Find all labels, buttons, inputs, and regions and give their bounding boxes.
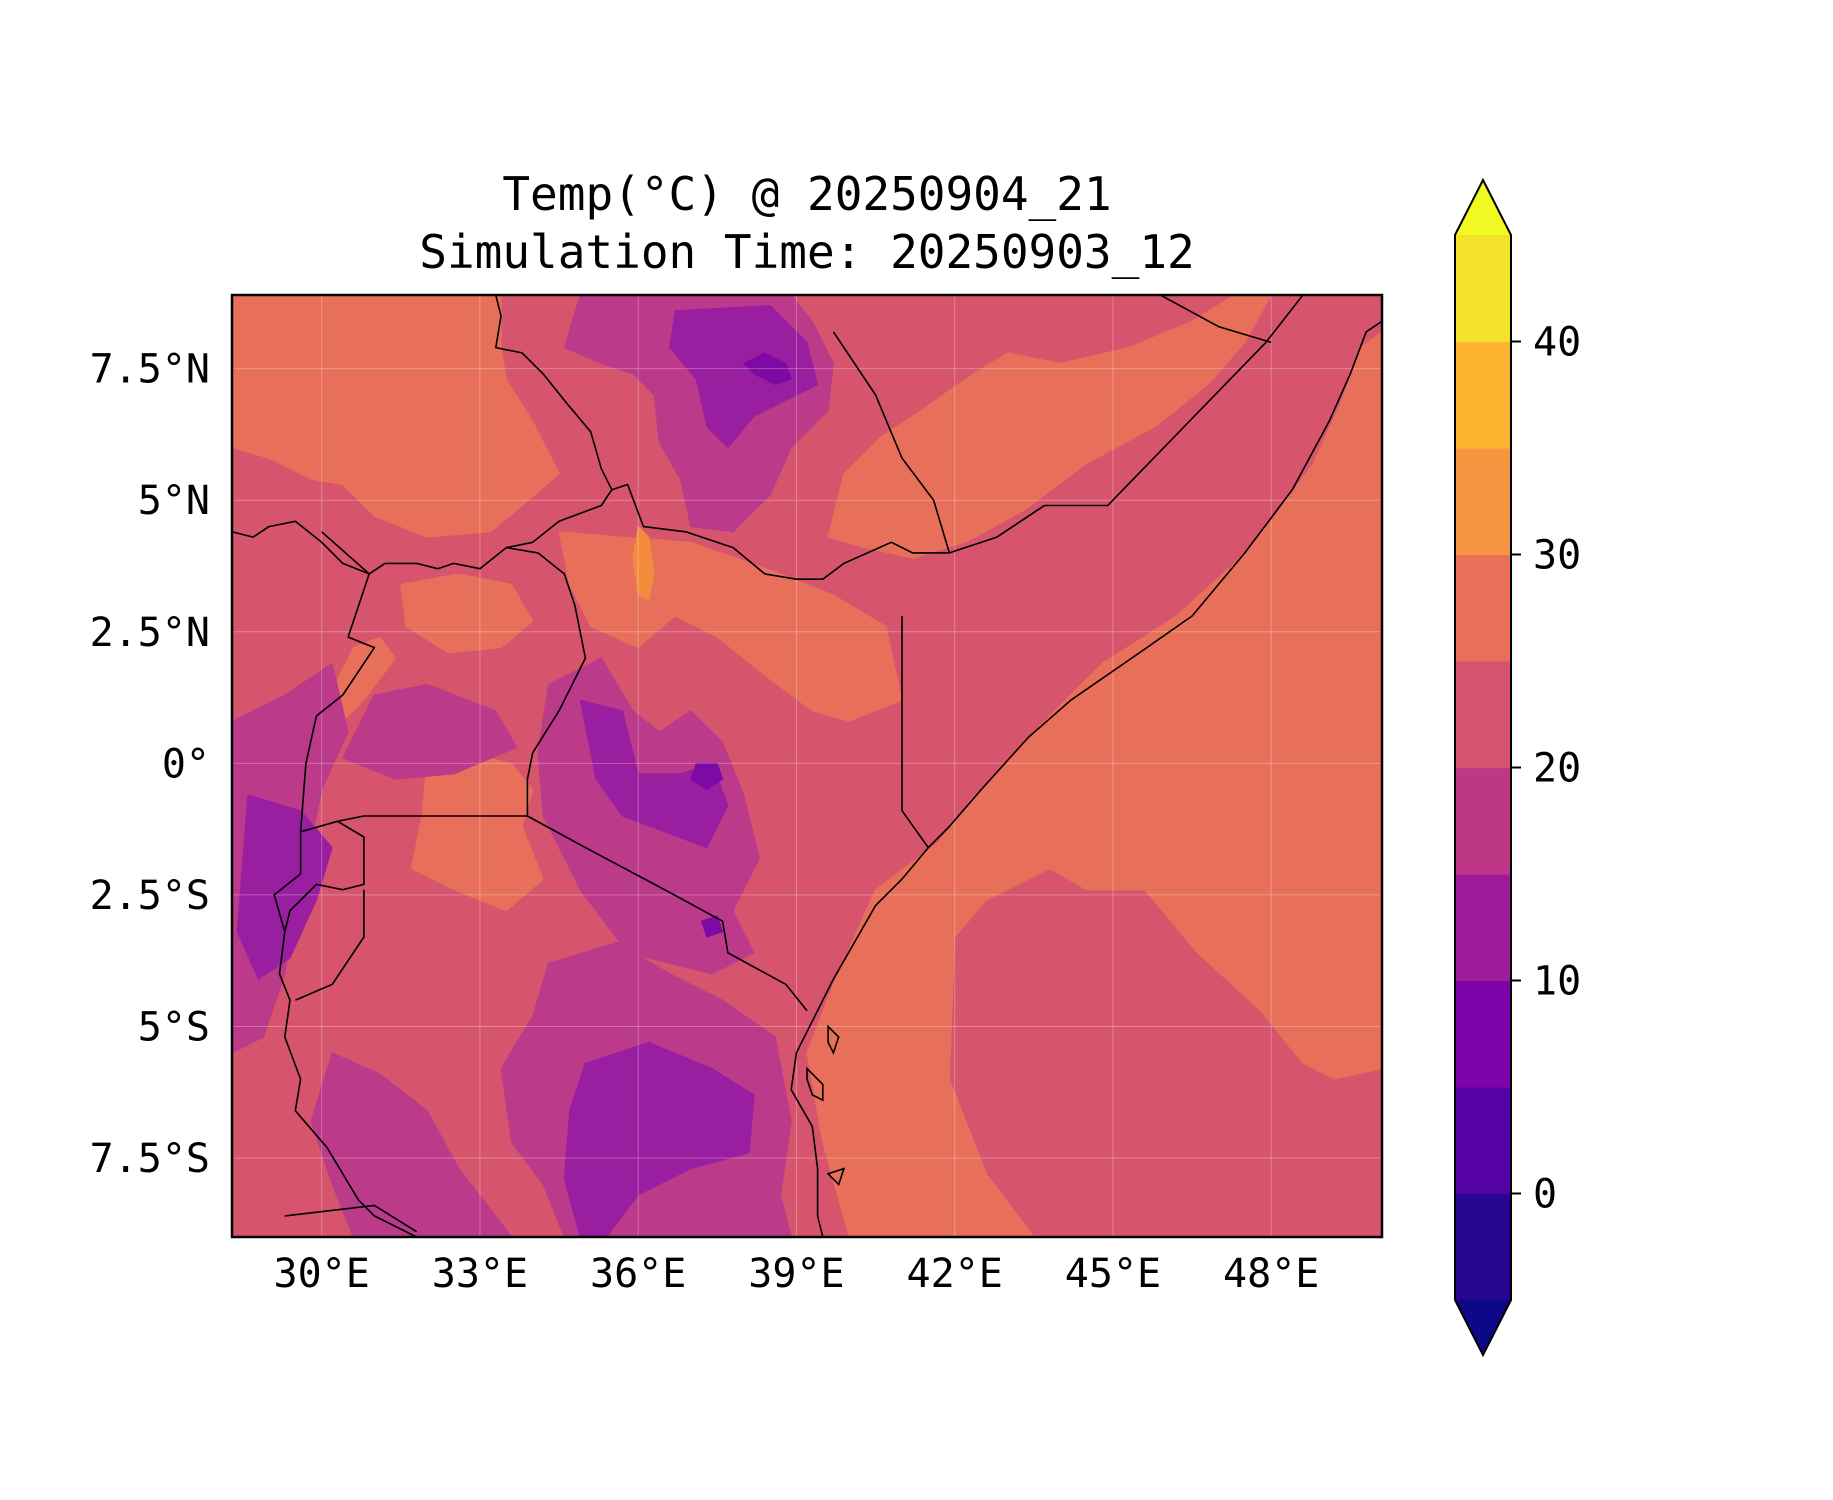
warm-uganda-north bbox=[400, 573, 534, 654]
lat-tick-label: 0° bbox=[162, 741, 210, 787]
colorbar-band bbox=[1455, 661, 1511, 769]
colorbar-tick-label: 30 bbox=[1533, 533, 1581, 579]
cold-mount-kenya bbox=[690, 762, 724, 791]
lon-tick-label: 45°E bbox=[1065, 1251, 1161, 1297]
cold-ethiopian-peak bbox=[743, 352, 792, 385]
lat-tick-label: 5°N bbox=[138, 478, 210, 524]
lon-tick-label: 30°E bbox=[274, 1251, 370, 1297]
colorbar-band bbox=[1455, 1193, 1511, 1301]
warm-ocean-region bbox=[806, 331, 1382, 1237]
country-boundary bbox=[294, 889, 365, 1001]
colorbar-extend-max bbox=[1455, 180, 1511, 235]
colorbar-band bbox=[1455, 554, 1511, 662]
map-area bbox=[232, 295, 1382, 1237]
colorbar-band bbox=[1455, 874, 1511, 982]
colorbar-band bbox=[1455, 235, 1511, 343]
map-frame bbox=[230, 293, 1384, 1239]
colorbar-tick-label: 40 bbox=[1533, 320, 1581, 366]
island-outline bbox=[827, 1024, 840, 1055]
lat-tick-label: 7.5°N bbox=[90, 347, 210, 393]
colorbar-extend-min bbox=[1455, 1300, 1511, 1355]
cool-uganda-west bbox=[342, 683, 518, 780]
country-boundary bbox=[927, 320, 1382, 849]
lon-tick-label: 42°E bbox=[907, 1251, 1003, 1297]
hot-turkana-patch bbox=[632, 526, 655, 601]
colorbar-band bbox=[1455, 767, 1511, 875]
lat-tick-label: 5°S bbox=[138, 1004, 210, 1050]
colorbar-outline bbox=[1454, 177, 1512, 1358]
country-boundary bbox=[284, 820, 365, 932]
warm-east-plateau bbox=[827, 295, 1272, 559]
lon-tick-label: 48°E bbox=[1223, 1251, 1319, 1297]
colorbar-tick-label: 10 bbox=[1533, 959, 1581, 1005]
coldest-kenya-core bbox=[579, 699, 729, 849]
lat-tick-label: 2.5°N bbox=[90, 610, 210, 656]
country-boundary bbox=[790, 847, 929, 1237]
chart-title-line1: Temp(°C) @ 20250904_21 bbox=[502, 167, 1111, 221]
country-boundary bbox=[300, 295, 613, 491]
island-outline bbox=[826, 1167, 846, 1186]
colorbar-band bbox=[1455, 448, 1511, 556]
chart-title-line2: Simulation Time: 20250903_12 bbox=[419, 225, 1194, 279]
colorbar-band bbox=[1455, 341, 1511, 449]
coolest-tanzania-south bbox=[563, 1041, 755, 1237]
lat-tick-label: 7.5°S bbox=[90, 1136, 210, 1182]
cold-kilimanjaro bbox=[701, 915, 724, 938]
country-boundary bbox=[832, 331, 951, 554]
island-outline bbox=[806, 1066, 824, 1102]
colorbar-tick-label: 0 bbox=[1533, 1172, 1557, 1218]
colorbar-band bbox=[1455, 980, 1511, 1088]
lon-tick-label: 33°E bbox=[432, 1251, 528, 1297]
country-boundary bbox=[273, 531, 417, 1237]
map-axes: 30°E 33°E 36°E 39°E 42°E 45°E 48°E 7.5°N 5°N 2.5°… bbox=[90, 293, 1384, 1297]
country-boundary bbox=[901, 616, 929, 849]
country-boundary bbox=[284, 1204, 418, 1233]
lat-tick-label: 2.5°S bbox=[90, 873, 210, 919]
colorbar: 0 10 20 30 40 bbox=[1454, 177, 1581, 1358]
lon-tick-label: 39°E bbox=[748, 1251, 844, 1297]
warm-victoria-basin bbox=[410, 752, 544, 912]
cool-southwest-patch bbox=[310, 1052, 513, 1237]
warm-northwest-plain bbox=[232, 295, 560, 538]
colorbar-tick-label: 20 bbox=[1533, 746, 1581, 792]
lon-tick-label: 36°E bbox=[590, 1251, 686, 1297]
country-boundary bbox=[1160, 295, 1272, 344]
coolest-ethiopian-core bbox=[669, 305, 819, 449]
country-boundary bbox=[527, 815, 808, 1012]
country-boundary bbox=[300, 546, 587, 833]
colorbar-band bbox=[1455, 1087, 1511, 1195]
